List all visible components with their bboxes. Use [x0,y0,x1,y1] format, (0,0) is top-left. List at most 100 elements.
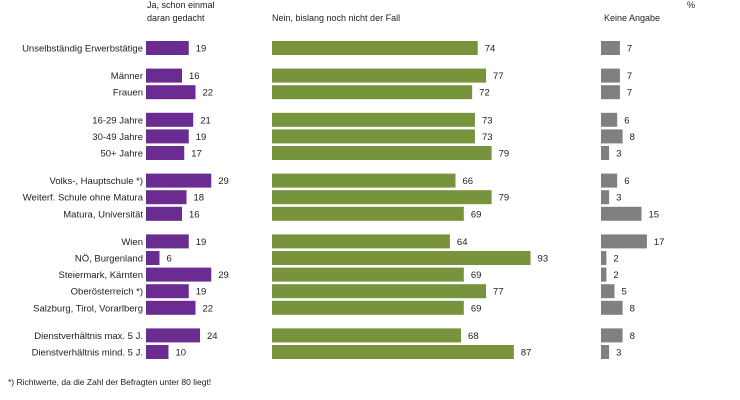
value-label: 64 [457,237,468,248]
value-label: 29 [218,270,229,281]
category-label: Dienstverhältnis max. 5 J. [34,331,143,342]
header-ja-line1: Ja, schon einmal [147,0,215,10]
header-percent-unit: % [687,0,695,10]
bar-series-1 [146,251,160,265]
bar-series-1 [146,190,187,205]
bar-series-2 [272,190,492,205]
category-label: Steiermark, Kärnten [59,270,143,281]
category-label: Matura, Universität [63,209,143,220]
value-label: 3 [616,193,621,204]
bar-series-2 [272,284,487,299]
value-label: 16 [189,209,200,220]
value-label: 8 [630,331,635,342]
value-label: 3 [616,149,621,160]
bar-series-1 [146,328,200,343]
bar-series-2 [272,68,487,83]
value-label: 77 [493,71,504,82]
bar-series-1 [146,284,189,299]
category-label: 50+ Jahre [100,149,143,160]
bar-series-2 [272,41,478,55]
value-label: 19 [196,237,207,248]
header-ja-line2: daran gedacht [147,13,205,23]
value-label: 74 [485,44,496,55]
bar-series-3 [601,345,610,359]
bar-series-2 [272,300,464,315]
category-label: NÖ, Burgenland [75,254,143,265]
bar-series-2 [272,206,464,221]
category-label: 30-49 Jahre [92,132,143,143]
value-label: 17 [191,149,202,160]
bar-series-3 [601,85,620,100]
bar-series-1 [146,85,196,100]
header-keine-angabe: Keine Angabe [604,13,660,23]
value-label: 19 [196,132,207,143]
bar-series-3 [601,173,618,188]
value-label: 18 [194,193,205,204]
chart-rows: Unselbständig Erwerbstätige 19 74 7 Männer 16… [22,41,664,359]
value-label: 7 [627,71,632,82]
value-label: 69 [471,209,482,220]
value-label: 21 [200,115,211,126]
bar-series-3 [601,284,615,299]
value-label: 79 [499,193,510,204]
bar-series-2 [272,173,456,188]
value-label: 3 [616,348,621,359]
bar-series-3 [601,112,618,127]
bar-series-1 [146,345,169,359]
category-label: Oberösterreich *) [71,287,143,298]
value-label: 69 [471,270,482,281]
bar-series-1 [146,173,212,188]
bar-series-3 [601,267,607,282]
bar-series-2 [272,234,450,249]
bar-series-3 [601,190,610,205]
value-label: 77 [493,287,504,298]
value-label: 6 [624,176,629,187]
bar-series-1 [146,146,185,160]
category-label: Wien [121,237,143,248]
value-label: 66 [462,176,473,187]
bar-series-3 [601,234,647,249]
bar-series-2 [272,267,464,282]
value-label: 7 [627,88,632,99]
value-label: 8 [630,132,635,143]
header-nein: Nein, bislang noch nicht der Fall [272,13,400,23]
footnote: *) Richtwerte, da die Zahl der Befragten… [8,377,211,387]
value-label: 87 [521,348,532,359]
bar-series-3 [601,300,623,315]
value-label: 15 [649,209,660,220]
value-label: 2 [613,270,618,281]
value-label: 73 [482,132,493,143]
category-label: Frauen [113,88,143,99]
value-label: 2 [613,254,618,265]
value-label: 8 [630,303,635,314]
category-label: Dienstverhältnis mind. 5 J. [32,348,143,359]
bar-series-1 [146,267,212,282]
bar-series-1 [146,300,196,315]
bar-series-2 [272,251,531,265]
value-label: 79 [499,149,510,160]
bar-series-1 [146,234,189,249]
bar-series-3 [601,41,620,55]
bar-series-2 [272,146,492,160]
value-label: 69 [471,303,482,314]
value-label: 6 [167,254,172,265]
bar-series-1 [146,41,189,55]
bar-series-2 [272,345,514,359]
value-label: 22 [203,303,214,314]
value-label: 68 [468,331,479,342]
bar-series-2 [272,328,462,343]
value-label: 19 [196,44,207,55]
category-label: Unselbständig Erwerbstätige [22,44,143,55]
value-label: 93 [538,254,549,265]
bar-series-3 [601,328,623,343]
value-label: 19 [196,287,207,298]
value-label: 73 [482,115,493,126]
value-label: 17 [654,237,665,248]
value-label: 29 [218,176,229,187]
value-label: 10 [176,348,187,359]
value-label: 72 [479,88,490,99]
category-label: Männer [111,71,143,82]
bar-series-2 [272,129,475,144]
value-label: 16 [189,71,200,82]
